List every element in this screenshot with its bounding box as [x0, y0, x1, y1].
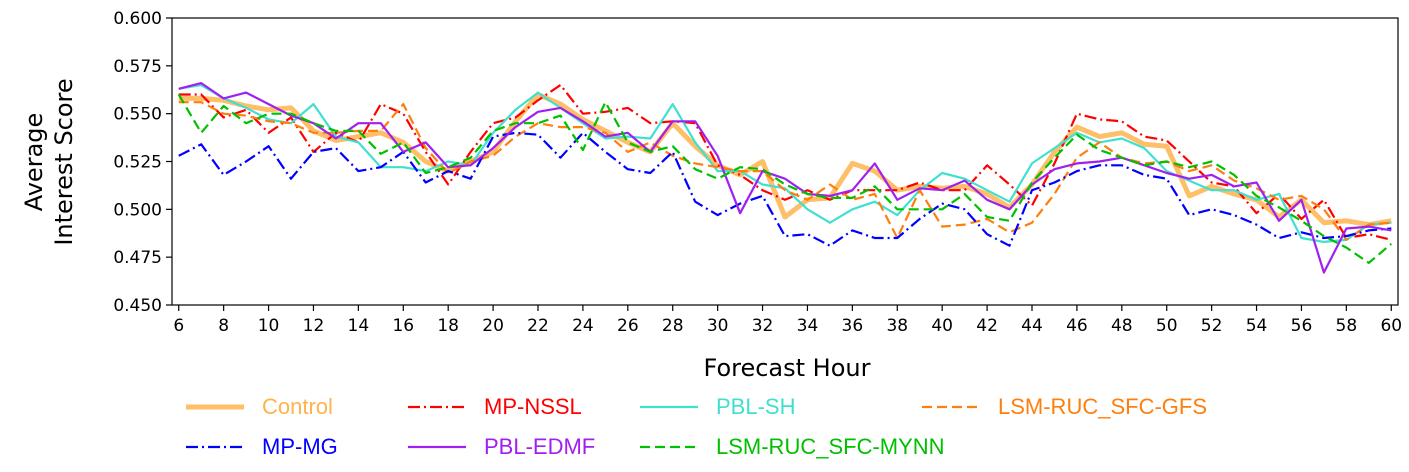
x-tick-label: 12 [303, 316, 325, 336]
x-tick-label: 50 [1156, 316, 1178, 336]
x-tick-label: 58 [1336, 316, 1358, 336]
y-tick-label: 0.600 [113, 9, 162, 29]
x-tick-label: 8 [218, 316, 229, 336]
y-axis-ticks: 0.450 0.475 0.500 0.525 0.550 0.575 0.600 [113, 9, 172, 316]
x-tick-label: 28 [662, 316, 684, 336]
x-tick-label: 44 [1021, 316, 1043, 336]
x-tick-label: 14 [348, 316, 370, 336]
x-tick-label: 22 [527, 316, 549, 336]
x-tick-label: 42 [976, 316, 998, 336]
x-tick-label: 46 [1066, 316, 1088, 336]
legend-label: PBL-SH [716, 394, 795, 419]
x-tick-label: 24 [572, 316, 594, 336]
x-tick-label: 36 [842, 316, 864, 336]
y-axis-label-line-1: Average [20, 113, 48, 212]
y-tick-label: 0.550 [113, 105, 162, 125]
series-line-mp-nssl [178, 83, 1392, 241]
x-axis-ticks: 6 8 10 12 14 16 18 20 22 24 26 28 30 32 34 36 38 40 42 44 46… [173, 305, 1402, 336]
x-tick-label: 60 [1380, 316, 1402, 336]
plot-frame [171, 17, 1399, 306]
x-tick-label: 26 [617, 316, 639, 336]
series-line-control [178, 92, 1392, 228]
x-tick-label: 56 [1291, 316, 1313, 336]
y-tick-label: 0.525 [113, 153, 162, 173]
x-tick-label: 40 [931, 316, 953, 336]
x-tick-label: 48 [1111, 316, 1133, 336]
legend-label: LSM-RUC_SFC-GFS [998, 394, 1207, 419]
x-tick-label: 30 [707, 316, 729, 336]
x-tick-label: 32 [752, 316, 774, 336]
x-tick-label: 34 [797, 316, 819, 336]
y-axis-title: Average Interest Score [20, 78, 78, 245]
legend-label: MP-NSSL [484, 394, 582, 419]
series-layer [177, 81, 1393, 274]
series-line-mp-mg [178, 131, 1392, 247]
x-tick-label: 18 [437, 316, 459, 336]
legend-label: MP-MG [262, 434, 338, 459]
x-tick-label: 52 [1201, 316, 1223, 336]
legend-label: Control [262, 394, 333, 419]
y-tick-label: 0.500 [113, 200, 162, 220]
y-axis-label-line-2: Interest Score [50, 78, 78, 245]
x-tick-label: 6 [173, 316, 184, 336]
x-tick-label: 20 [482, 316, 504, 336]
series-line-pbl-edmf [178, 81, 1392, 274]
legend: Control MP-MG MP-NSSL PBL-EDMF PBL-SH LSM-RUC… [186, 394, 1207, 459]
x-tick-label: 54 [1246, 316, 1268, 336]
series-line-lsm-ruc-sfc-mynn [177, 93, 1393, 264]
x-axis-label: Forecast Hour [704, 354, 871, 382]
y-tick-label: 0.450 [113, 296, 162, 316]
legend-label: LSM-RUC_SFC-MYNN [716, 434, 945, 459]
series-line-lsm-ruc-sfc-gfs [178, 101, 1392, 241]
legend-label: PBL-EDMF [484, 434, 595, 459]
x-tick-label: 16 [392, 316, 414, 336]
y-tick-label: 0.575 [113, 57, 162, 77]
x-tick-label: 10 [258, 316, 280, 336]
y-tick-label: 0.475 [113, 248, 162, 268]
x-tick-label: 38 [886, 316, 908, 336]
